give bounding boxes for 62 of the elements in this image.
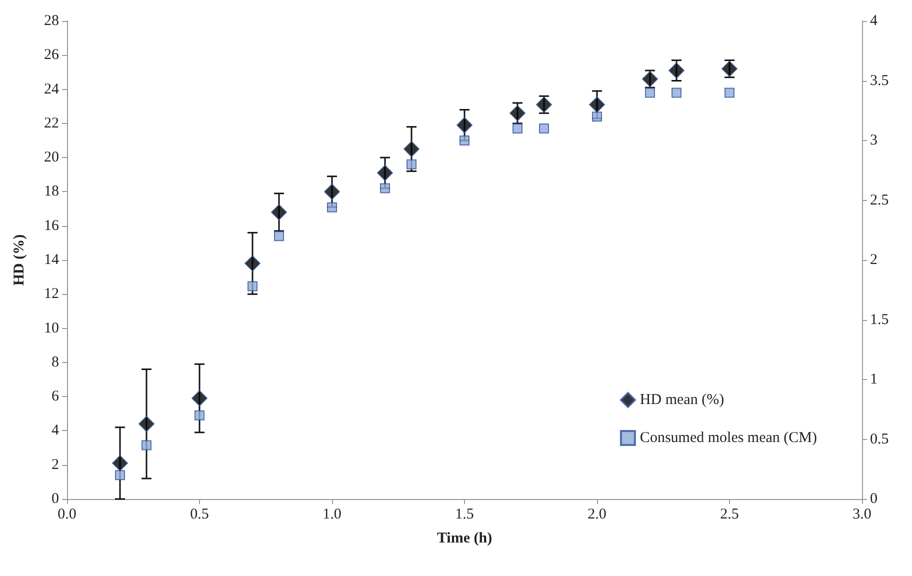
point xyxy=(724,88,734,98)
point xyxy=(672,88,682,98)
point xyxy=(112,455,128,472)
y-tick-label: 4 xyxy=(52,422,60,439)
point xyxy=(460,136,470,146)
x-axis-title: Time (h) xyxy=(436,530,492,546)
x-tick-label: 1.0 xyxy=(322,506,342,522)
point xyxy=(380,183,390,194)
x-tick-label: 3.0 xyxy=(852,506,872,522)
y-tick-label: 14 xyxy=(44,252,60,268)
y2-tick-label: 3 xyxy=(870,132,878,148)
point xyxy=(645,88,655,98)
x-tick-label: 0.5 xyxy=(190,506,209,522)
point xyxy=(244,255,260,272)
point xyxy=(115,470,125,480)
point xyxy=(142,440,152,450)
y-tick-label: 24 xyxy=(44,81,60,98)
x-tick-label: 0.0 xyxy=(58,506,76,522)
y-tick-label: 18 xyxy=(44,184,59,200)
y2-tick-label: 0.5 xyxy=(870,431,889,448)
y-tick-label: 8 xyxy=(52,354,59,370)
y-tick-label: 26 xyxy=(44,47,60,64)
point xyxy=(274,231,284,242)
point xyxy=(539,124,549,134)
y2-tick-label: 1.5 xyxy=(870,312,889,328)
point xyxy=(406,159,416,170)
legend-label: Consumed moles mean (CM) xyxy=(640,430,818,446)
point xyxy=(510,105,526,122)
point xyxy=(271,204,287,220)
point xyxy=(327,202,337,212)
y-tick-label: 20 xyxy=(44,150,59,166)
point xyxy=(404,141,420,158)
y-tick-label: 28 xyxy=(44,13,59,29)
point xyxy=(512,124,522,134)
x-tick-label: 2.5 xyxy=(720,506,739,522)
point xyxy=(589,96,605,113)
point xyxy=(138,416,154,432)
legend-label: HD mean (%) xyxy=(640,392,724,408)
y-tick-label: 0 xyxy=(52,491,59,507)
y2-tick-label: 2 xyxy=(870,252,878,268)
y2-tick-label: 1 xyxy=(870,372,878,388)
point xyxy=(248,281,258,292)
y-tick-label: 6 xyxy=(52,388,60,405)
y2-tick-label: 3.5 xyxy=(870,72,889,89)
point xyxy=(194,410,204,420)
y-tick-label: 2 xyxy=(52,456,59,473)
point xyxy=(456,117,472,134)
y2-tick-label: 2.5 xyxy=(870,192,889,208)
point xyxy=(192,390,208,406)
y-tick-label: 16 xyxy=(44,218,60,234)
point xyxy=(377,164,393,181)
y-tick-label: 10 xyxy=(44,320,59,336)
point xyxy=(668,62,684,79)
point xyxy=(592,112,602,122)
x-tick-label: 1.5 xyxy=(455,506,474,522)
y2-tick-label: 0 xyxy=(870,491,878,507)
y-tick-label: 12 xyxy=(44,286,59,302)
y-axis-title: HD (%) xyxy=(12,234,28,286)
x-tick-label: 2.0 xyxy=(588,506,606,522)
y2-tick-label: 4 xyxy=(870,13,878,29)
point xyxy=(324,184,340,200)
y-tick-label: 22 xyxy=(44,115,59,132)
